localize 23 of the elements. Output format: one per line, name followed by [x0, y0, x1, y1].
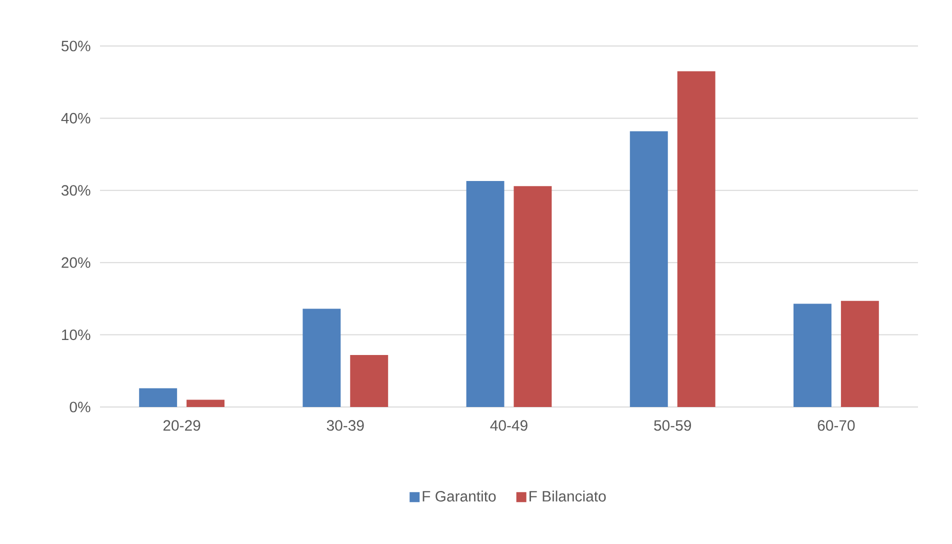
bar	[350, 355, 388, 407]
bar	[794, 304, 832, 407]
x-tick-label: 40-49	[490, 420, 528, 431]
bar	[840, 300, 879, 407]
legend-label: F Garantito	[422, 490, 496, 502]
y-tick-label: 50%	[62, 40, 90, 52]
bar	[677, 71, 716, 407]
y-tick-label: 30%	[61, 185, 90, 196]
y-tick-label: 20%	[62, 257, 90, 268]
bar	[186, 400, 224, 407]
legend-label: F Bilanciato	[530, 490, 606, 502]
bar	[139, 388, 178, 407]
y-tick-label: 10%	[62, 330, 90, 340]
x-tick-label: 60-70	[818, 420, 855, 431]
bar	[466, 181, 504, 407]
bar	[630, 131, 668, 407]
x-tick-label: 20-29	[163, 420, 200, 431]
bar	[302, 308, 341, 407]
y-tick-label: 0%	[70, 402, 90, 412]
x-tick-label: 30-39	[326, 420, 364, 431]
bar	[514, 186, 552, 407]
y-tick-label: 40%	[61, 112, 90, 124]
x-tick-label: 50-59	[654, 420, 691, 431]
